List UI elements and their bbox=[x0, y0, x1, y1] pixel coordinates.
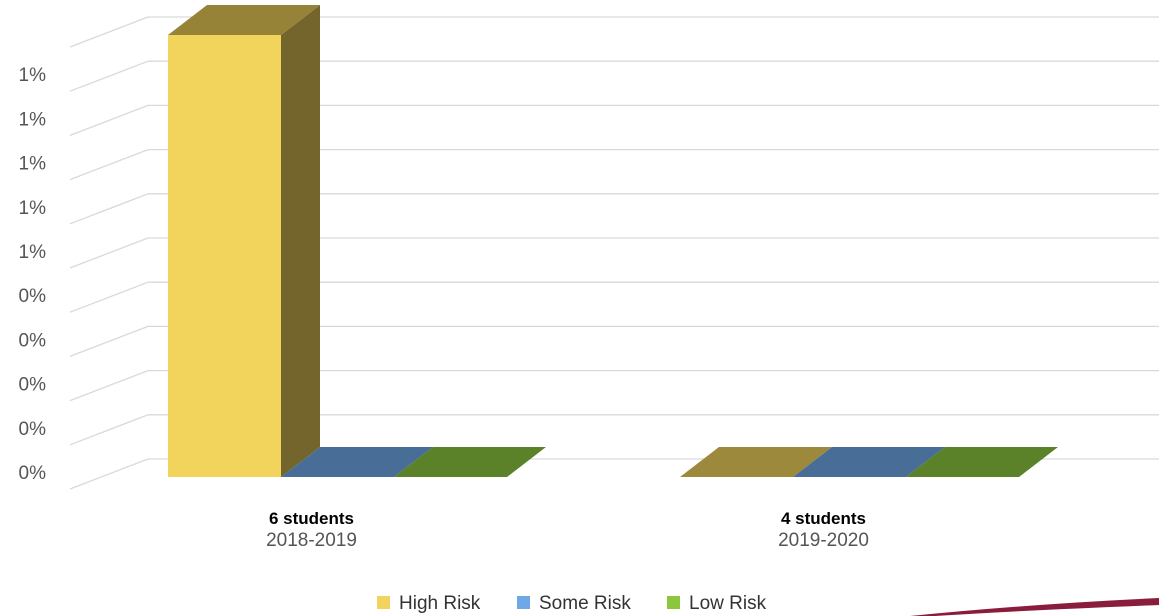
legend-label: High Risk bbox=[399, 593, 481, 614]
legend-item: High Risk bbox=[377, 593, 481, 614]
decorative-swoosh bbox=[910, 598, 1159, 616]
bars bbox=[168, 5, 1058, 477]
y-tick-label: 0% bbox=[19, 419, 47, 440]
bar-low-risk bbox=[906, 447, 1058, 477]
legend-swatch bbox=[667, 596, 680, 609]
bar-high-risk bbox=[680, 447, 832, 477]
y-tick-label: 1% bbox=[19, 65, 47, 86]
y-tick-label: 1% bbox=[19, 109, 47, 130]
x-axis-categories: 6 students 2018-2019 4 students 2019-2020 bbox=[266, 509, 869, 551]
bar-some-risk bbox=[281, 447, 433, 477]
y-tick-label: 0% bbox=[19, 375, 47, 396]
y-axis-ticks: 0% 0% 0% 0% 0% 1% 1% 1% 1% 1% bbox=[19, 65, 47, 484]
y-tick-label: 1% bbox=[19, 242, 47, 263]
legend-item: Some Risk bbox=[517, 593, 631, 614]
legend: High Risk Some Risk Low Risk bbox=[377, 593, 767, 614]
category-label: 2018-2019 bbox=[266, 530, 357, 551]
legend-label: Some Risk bbox=[539, 593, 631, 614]
bar-high-risk bbox=[168, 5, 320, 477]
y-tick-label: 0% bbox=[19, 330, 47, 351]
legend-label: Low Risk bbox=[689, 593, 767, 614]
y-tick-label: 1% bbox=[19, 154, 47, 175]
category-count-label: 6 students bbox=[269, 509, 354, 528]
legend-item: Low Risk bbox=[667, 593, 767, 614]
category-count-label: 4 students bbox=[781, 509, 866, 528]
bar-low-risk bbox=[394, 447, 546, 477]
category-label: 2019-2020 bbox=[778, 530, 869, 551]
y-tick-label: 0% bbox=[19, 463, 47, 484]
y-tick-label: 1% bbox=[19, 198, 47, 219]
bar-some-risk bbox=[793, 447, 945, 477]
legend-swatch bbox=[377, 596, 390, 609]
y-tick-label: 0% bbox=[19, 286, 47, 307]
legend-swatch bbox=[517, 596, 530, 609]
